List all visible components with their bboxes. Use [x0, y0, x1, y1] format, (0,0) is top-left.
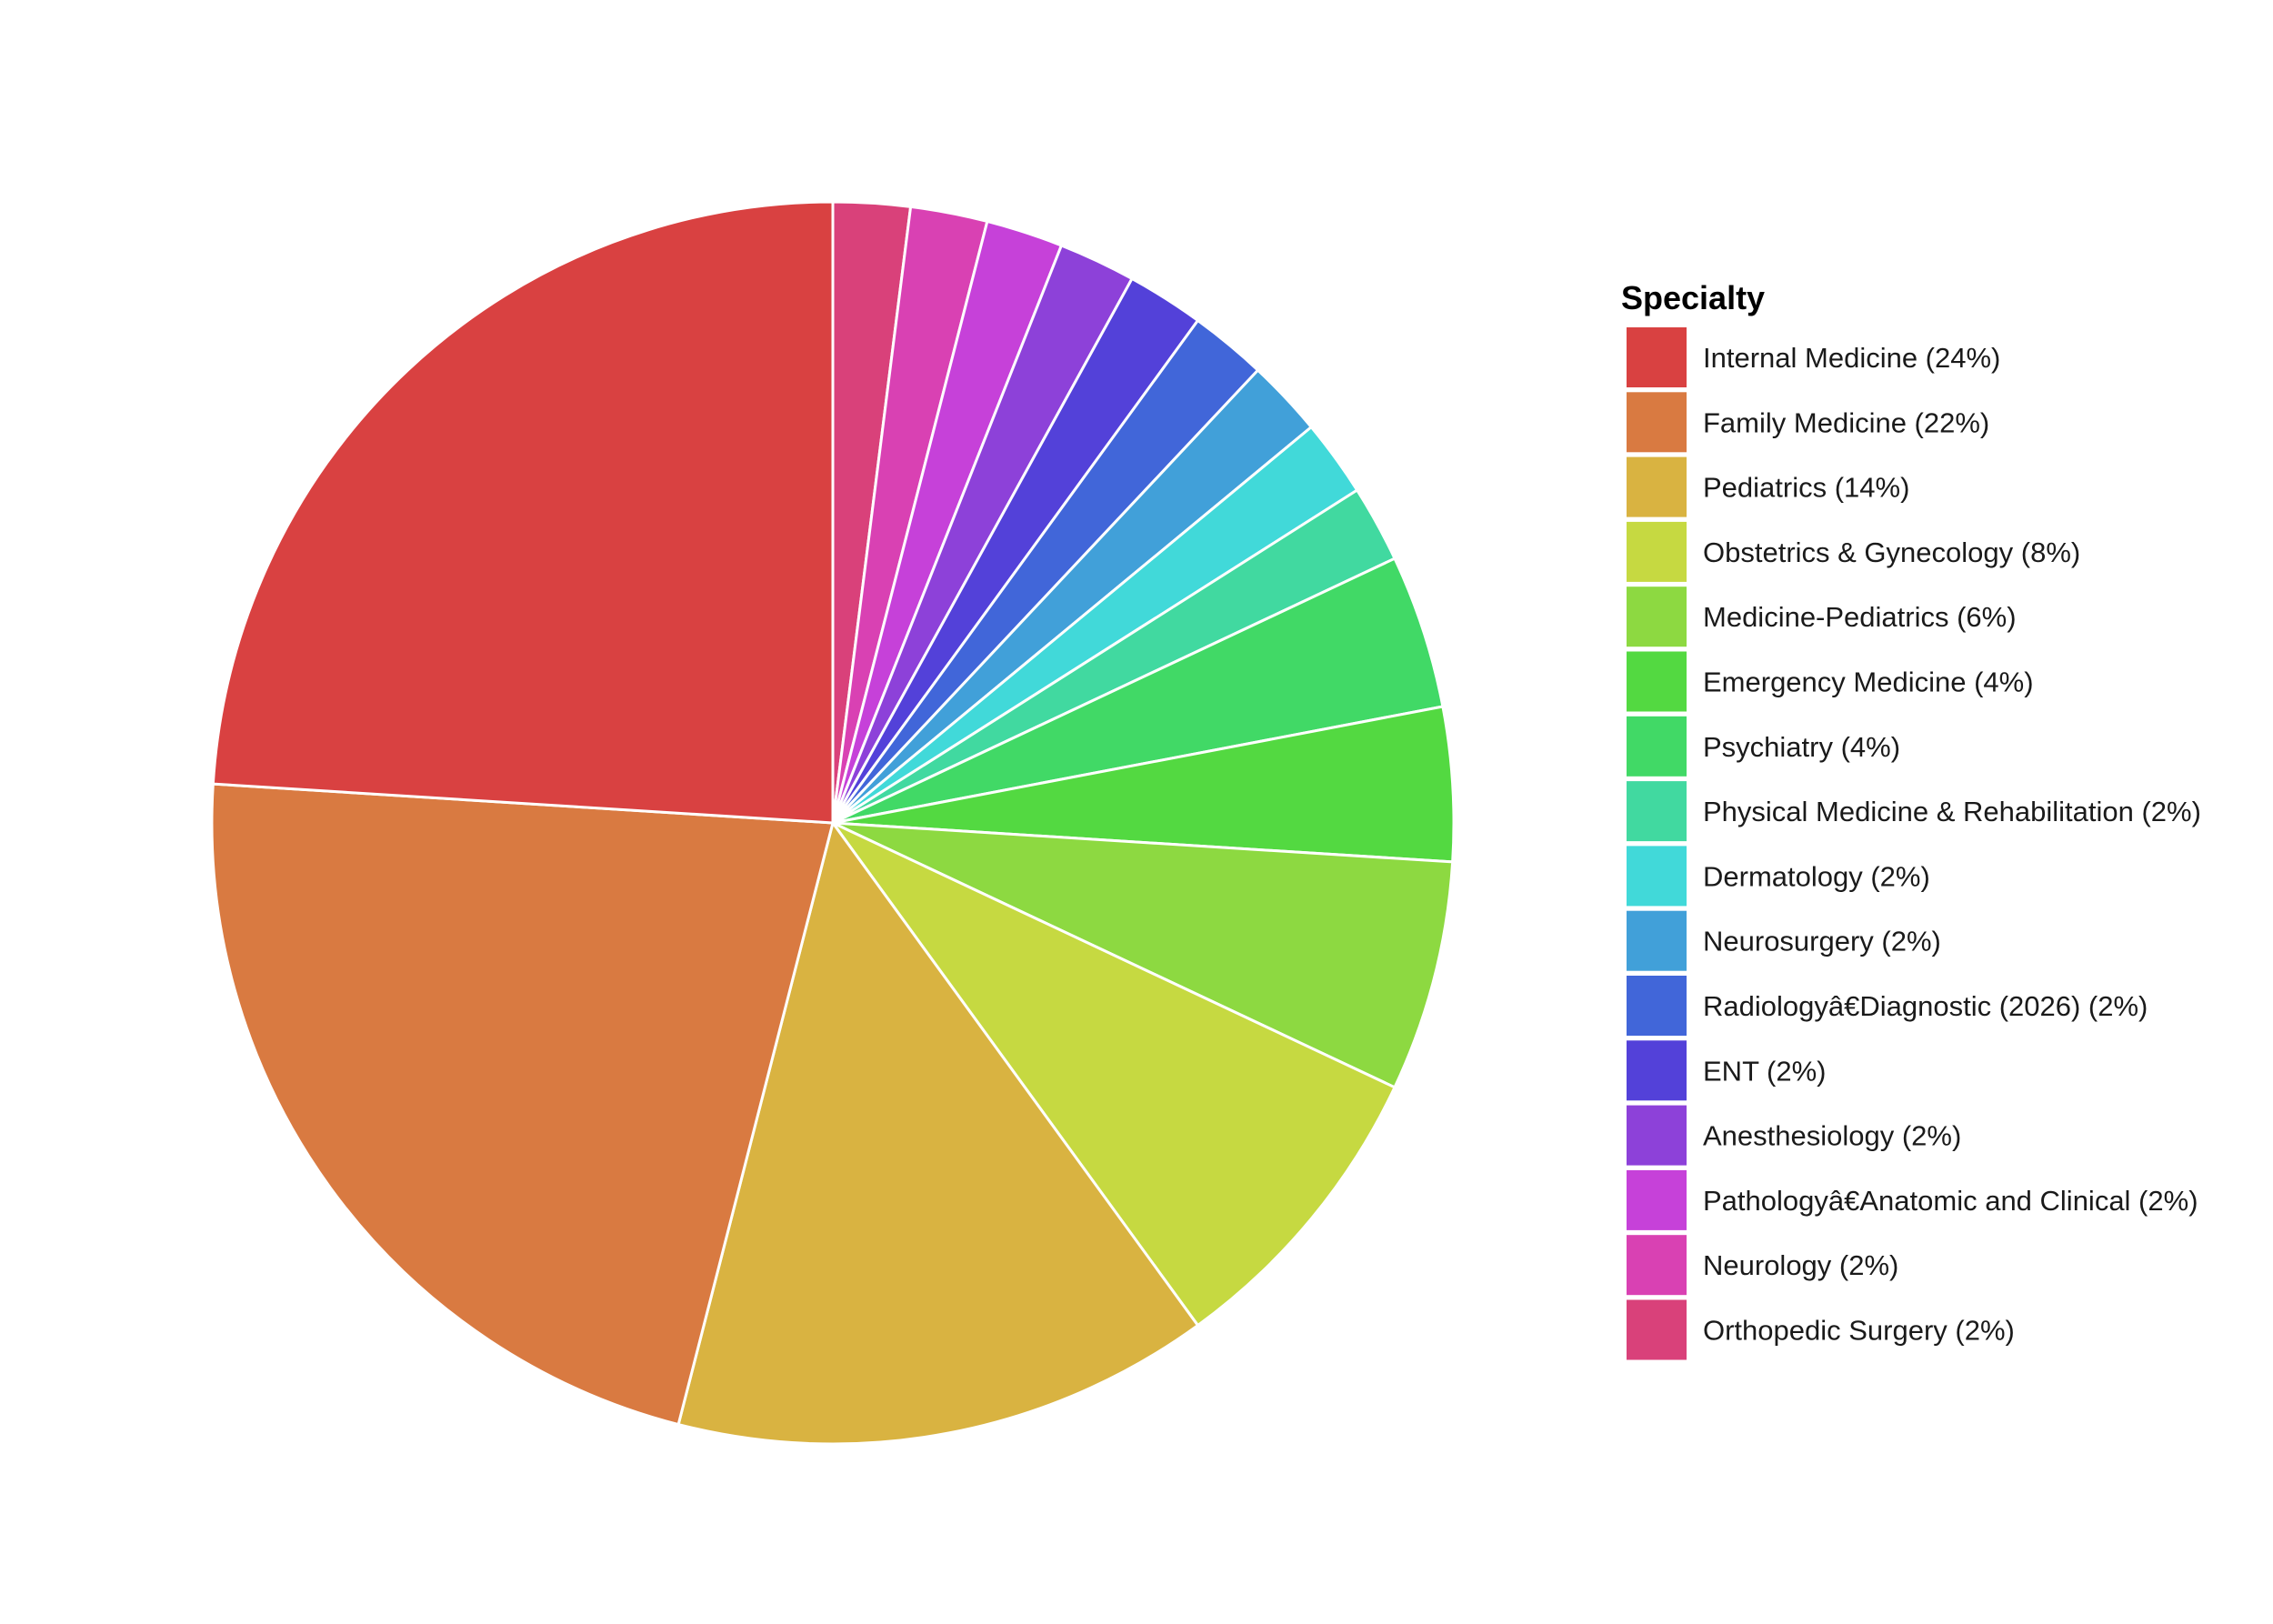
- legend-key-5: [1627, 651, 1687, 712]
- legend-label-4: Medicine-Pediatrics (6%): [1703, 601, 2017, 633]
- legend-label-0: Internal Medicine (24%): [1703, 342, 2000, 374]
- legend-key-10: [1627, 976, 1687, 1036]
- legend-key-8: [1627, 846, 1687, 907]
- legend-label-3: Obstetrics & Gynecology (8%): [1703, 536, 2080, 568]
- legend-key-0: [1627, 327, 1687, 387]
- legend-key-9: [1627, 910, 1687, 971]
- legend-title: Specialty: [1621, 279, 1765, 316]
- legend-label-10: Radiologyâ€Diagnostic (2026) (2%): [1703, 990, 2148, 1022]
- legend-key-12: [1627, 1105, 1687, 1166]
- legend-key-3: [1627, 521, 1687, 582]
- legend-label-5: Emergency Medicine (4%): [1703, 667, 2034, 698]
- legend-key-7: [1627, 781, 1687, 842]
- legend-key-15: [1627, 1299, 1687, 1360]
- pie-slice-0: [211, 200, 835, 825]
- legend-key-1: [1627, 392, 1687, 453]
- legend-label-12: Anesthesiology (2%): [1703, 1120, 1961, 1152]
- legend-label-2: Pediatrics (14%): [1703, 472, 1909, 504]
- legend-label-14: Neurology (2%): [1703, 1249, 1898, 1281]
- legend-label-9: Neurosurgery (2%): [1703, 926, 1941, 957]
- legend-label-15: Orthopedic Surgery (2%): [1703, 1315, 2015, 1347]
- legend-key-11: [1627, 1040, 1687, 1101]
- legend-label-1: Family Medicine (22%): [1703, 406, 1989, 438]
- pie-slice-2: [676, 819, 1200, 1446]
- pie-slice-4: [832, 821, 1455, 1089]
- legend-key-6: [1627, 716, 1687, 777]
- legend-label-11: ENT (2%): [1703, 1055, 1827, 1087]
- legend-label-8: Dermatology (2%): [1703, 860, 1930, 892]
- legend-label-13: Pathologyâ€Anatomic and Clinical (2%): [1703, 1185, 2198, 1217]
- pie-slice-1: [210, 782, 835, 1427]
- legend-key-4: [1627, 586, 1687, 647]
- legend-label-6: Psychiatry (4%): [1703, 731, 1900, 763]
- pie-slices: [210, 200, 1456, 1446]
- legend-label-7: Physical Medicine & Rehabilitation (2%): [1703, 796, 2201, 827]
- legend-key-2: [1627, 456, 1687, 517]
- pie-slice-3: [831, 821, 1397, 1328]
- legend-key-13: [1627, 1169, 1687, 1230]
- legend: Specialty Internal Medicine (24%) Family …: [1621, 279, 2201, 1360]
- legend-key-14: [1627, 1235, 1687, 1296]
